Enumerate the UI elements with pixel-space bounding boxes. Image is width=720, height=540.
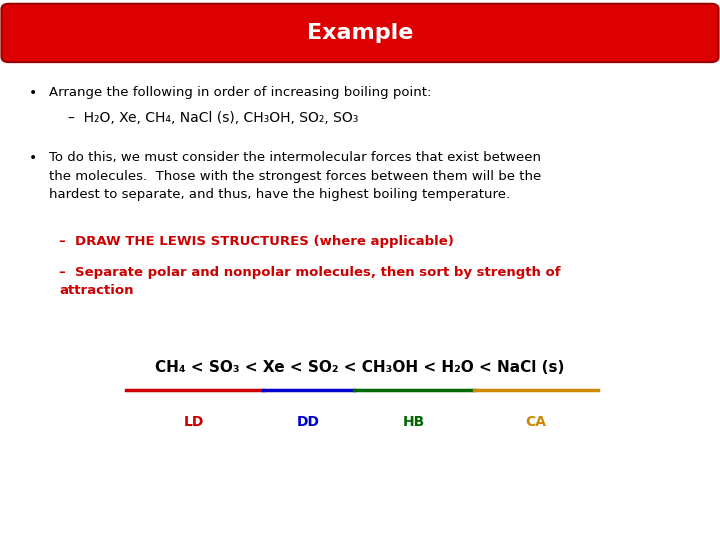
Text: DD: DD xyxy=(297,415,320,429)
Text: To do this, we must consider the intermolecular forces that exist between
the mo: To do this, we must consider the intermo… xyxy=(49,151,541,201)
Text: –  DRAW THE LEWIS STRUCTURES (where applicable): – DRAW THE LEWIS STRUCTURES (where appli… xyxy=(59,235,454,248)
Text: –  H₂O, Xe, CH₄, NaCl (s), CH₃OH, SO₂, SO₃: – H₂O, Xe, CH₄, NaCl (s), CH₃OH, SO₂, SO… xyxy=(68,111,359,125)
Text: Example: Example xyxy=(307,23,413,43)
Text: Arrange the following in order of increasing boiling point:: Arrange the following in order of increa… xyxy=(49,86,431,99)
Text: HB: HB xyxy=(403,415,425,429)
Text: •: • xyxy=(29,86,37,100)
Text: LD: LD xyxy=(184,415,204,429)
Text: CA: CA xyxy=(525,415,546,429)
FancyBboxPatch shape xyxy=(1,4,719,62)
Text: –  Separate polar and nonpolar molecules, then sort by strength of
attraction: – Separate polar and nonpolar molecules,… xyxy=(59,266,561,297)
Text: CH₄ < SO₃ < Xe < SO₂ < CH₃OH < H₂O < NaCl (s): CH₄ < SO₃ < Xe < SO₂ < CH₃OH < H₂O < NaC… xyxy=(156,360,564,375)
Text: •: • xyxy=(29,151,37,165)
